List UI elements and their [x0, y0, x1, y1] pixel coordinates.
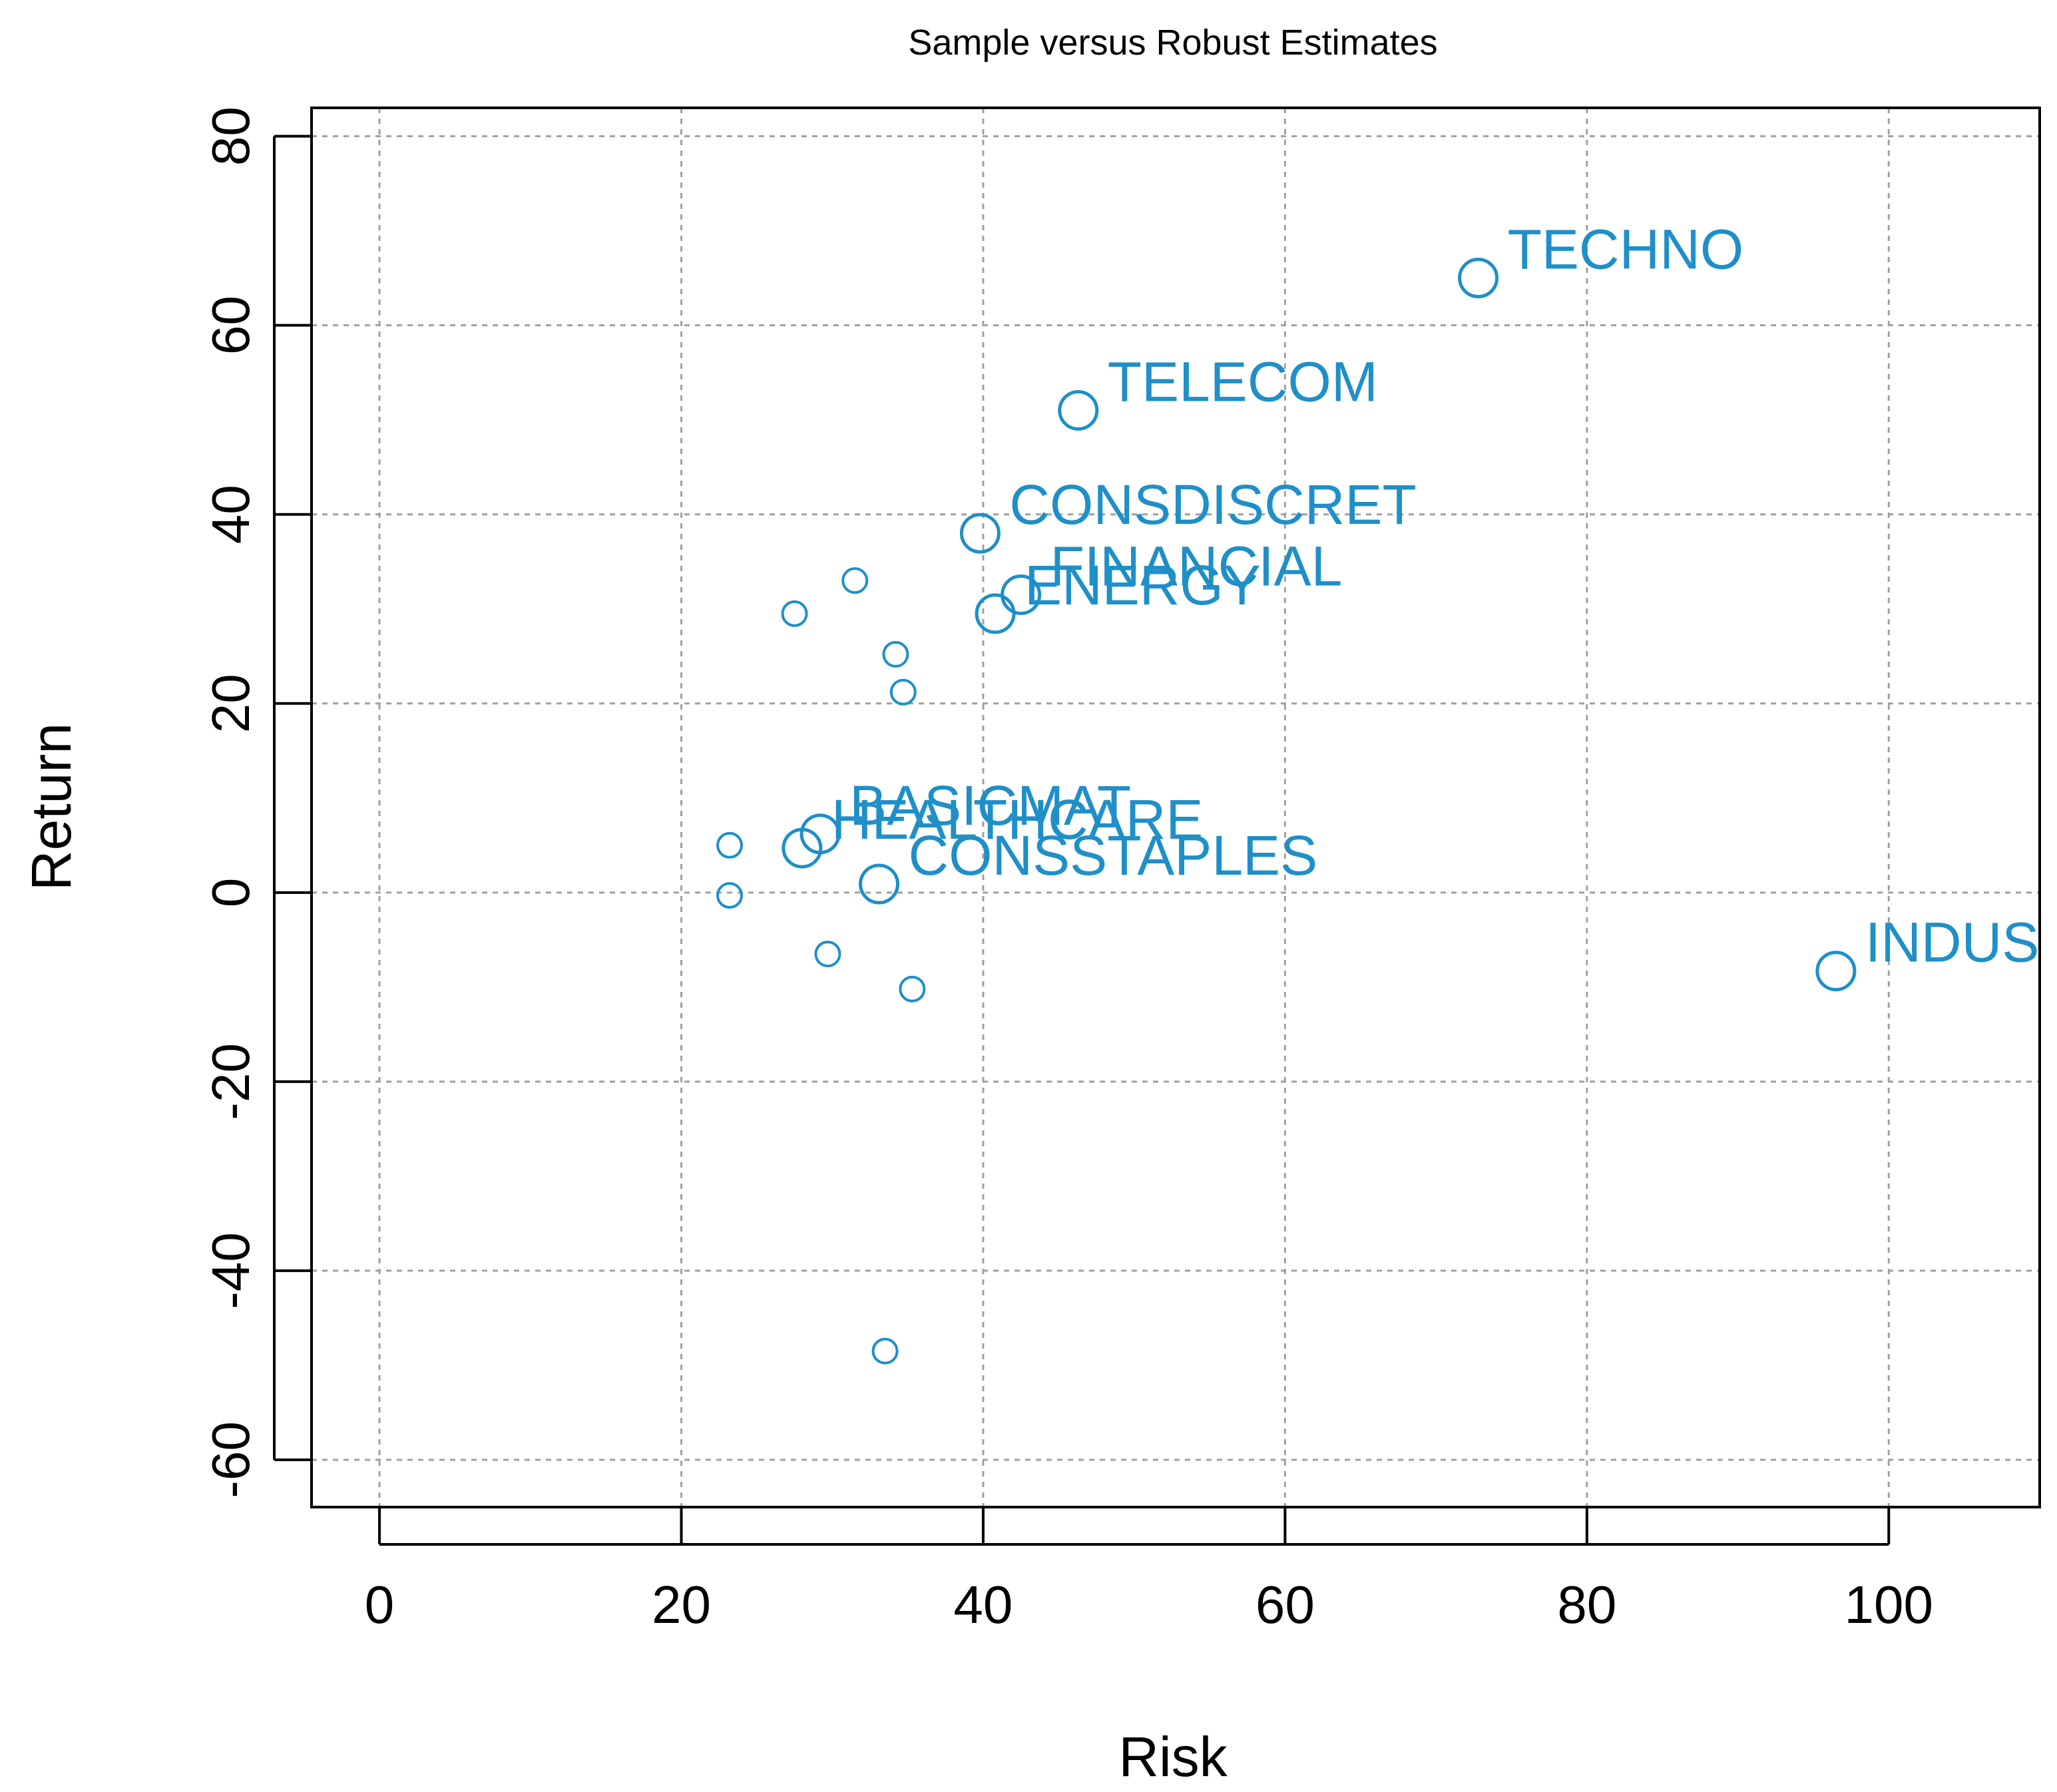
y-tick-label: 80: [201, 107, 260, 166]
x-axis-label: Risk: [1118, 1725, 1228, 1788]
robust-point: [716, 882, 744, 909]
point-label: CONSDISCRET: [1009, 473, 1416, 536]
x-tick-label: 60: [1256, 1575, 1315, 1634]
y-tick-label: 60: [201, 296, 260, 355]
y-tick-label: -40: [201, 1232, 260, 1309]
point-label: HEALTHCARE: [831, 788, 1204, 851]
robust-point: [882, 640, 909, 668]
x-tick-label: 20: [652, 1575, 711, 1634]
robust-point: [889, 678, 917, 706]
robust-point: [841, 567, 869, 594]
sample-point: [975, 593, 1016, 634]
y-tick-label: -60: [201, 1421, 260, 1498]
data-points: [716, 258, 1857, 1365]
chart-title: Sample versus Robust Estimates: [908, 23, 1437, 63]
y-tick-label: 0: [201, 878, 260, 908]
point-label: TECHNO: [1508, 218, 1744, 281]
point-label: CONSSTAPLES: [908, 824, 1317, 887]
point-label: ENERGY: [1025, 554, 1261, 616]
grid-lines: [312, 108, 2040, 1507]
y-tick-label: -20: [201, 1043, 260, 1120]
robust-point: [899, 975, 926, 1003]
y-axis-label: Return: [20, 723, 83, 891]
sample-point: [1058, 389, 1099, 431]
sample-point: [1458, 258, 1499, 299]
x-tick-label: 40: [953, 1575, 1013, 1634]
sample-point: [858, 863, 899, 905]
y-tick-label: 20: [201, 674, 260, 733]
y-tick-label: 40: [201, 485, 260, 544]
sample-point: [782, 827, 823, 869]
x-tick-label: 100: [1845, 1575, 1933, 1634]
x-tick-label: 80: [1557, 1575, 1616, 1634]
x-tick-label: 0: [365, 1575, 395, 1634]
axes: 0 20 40 60 80 100 -60 -40 -20 0 20 40 60 80: [201, 107, 1933, 1634]
robust-point: [781, 600, 808, 627]
point-label: BASICMAT: [849, 774, 1131, 837]
robust-point: [871, 1337, 899, 1365]
point-label: TELECOM: [1108, 350, 1378, 413]
point-label: FINANCIAL: [1050, 535, 1343, 597]
plot-frame: [310, 107, 2041, 1508]
sample-point: [1815, 951, 1857, 992]
robust-point: [814, 941, 841, 968]
robust-point: [716, 831, 744, 859]
sample-point: [959, 513, 1001, 554]
point-label: INDUS: [1865, 911, 2039, 974]
